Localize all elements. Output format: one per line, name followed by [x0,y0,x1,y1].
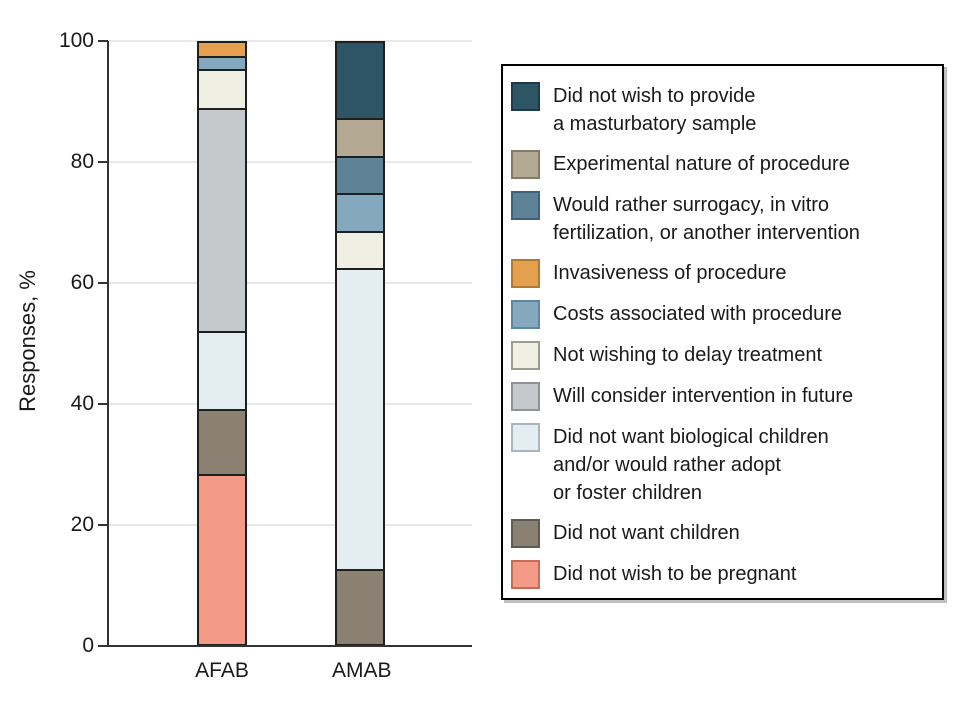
legend-item: Did not wish to be pregnant [511,560,932,589]
y-tick-mark-80 [98,161,108,163]
legend-item-label: Experimental nature of procedure [553,153,850,175]
gridline-40 [108,403,472,405]
y-tick-label-80: 80 [70,150,94,173]
stacked-bar-afab [197,41,247,646]
bar-segment [337,43,383,119]
y-tick-mark-100 [98,40,108,42]
legend-item: Did not want biological children and/or … [511,423,932,507]
legend-item-label: Costs associated with procedure [553,303,843,325]
legend-item: Did not want children [511,519,932,548]
y-tick-mark-60 [98,282,108,284]
gridline-80 [108,161,472,163]
legend-item-label: Will consider intervention in future [553,385,854,407]
legend-item: Not wishing to delay treatment [511,341,932,370]
bar-segment [199,56,245,70]
x-category-label-afab: AFAB [195,659,249,682]
legend-swatch [511,191,540,220]
legend-swatch [511,259,540,288]
y-tick-label-20: 20 [70,513,94,536]
legend-item: Costs associated with procedure [511,300,932,329]
legend-swatch [511,519,540,548]
legend-item-label: Did not wish to provide a masturbatory s… [553,85,757,135]
legend-swatch [511,560,540,589]
y-tick-label-60: 60 [70,271,94,294]
y-tick-mark-20 [98,524,108,526]
legend-item-label: Would rather surrogacy, in vitro fertili… [553,194,860,244]
gridline-60 [108,282,472,284]
bar-segment [199,408,245,475]
legend-swatch [511,300,540,329]
bar-segment [337,230,383,269]
legend-swatch [511,382,540,411]
gridline-100 [108,40,472,42]
bar-segment [337,568,383,644]
legend-item: Will consider intervention in future [511,382,932,411]
bar-segment [199,330,245,409]
y-tick-label-40: 40 [70,392,94,415]
gridline-20 [108,524,472,526]
legend-item-label: Did not wish to be pregnant [553,563,797,585]
x-category-label-amab: AMAB [332,659,392,682]
y-tick-mark-0 [98,645,108,647]
bar-segment [337,155,383,194]
bar-segment [199,108,245,331]
y-tick-label-0: 0 [82,634,94,657]
stacked-bar-amab [335,41,385,646]
bar-segment [337,268,383,569]
legend-item-label: Not wishing to delay treatment [553,344,823,366]
x-axis-line [107,645,472,647]
y-tick-mark-40 [98,403,108,405]
bar-segment [199,69,245,109]
bar-segment [199,474,245,644]
legend-item-label: Invasiveness of procedure [553,262,787,284]
legend-swatch [511,423,540,452]
legend-swatch [511,82,540,111]
y-tick-label-100: 100 [58,29,94,52]
legend-item-label: Did not want biological children and/or … [553,426,829,504]
bar-segment [337,193,383,231]
legend-box: Did not wish to provide a masturbatory s… [501,64,944,600]
legend-item: Did not wish to provide a masturbatory s… [511,82,932,138]
legend-item-label: Did not want children [553,522,740,544]
legend-swatch [511,341,540,370]
legend-item: Invasiveness of procedure [511,259,932,288]
bar-segment [199,43,245,57]
legend-swatch [511,150,540,179]
legend-item: Experimental nature of procedure [511,150,932,179]
bar-segment [337,118,383,156]
plot-area [108,40,472,646]
y-axis-line [107,41,109,647]
legend-item: Would rather surrogacy, in vitro fertili… [511,191,932,247]
